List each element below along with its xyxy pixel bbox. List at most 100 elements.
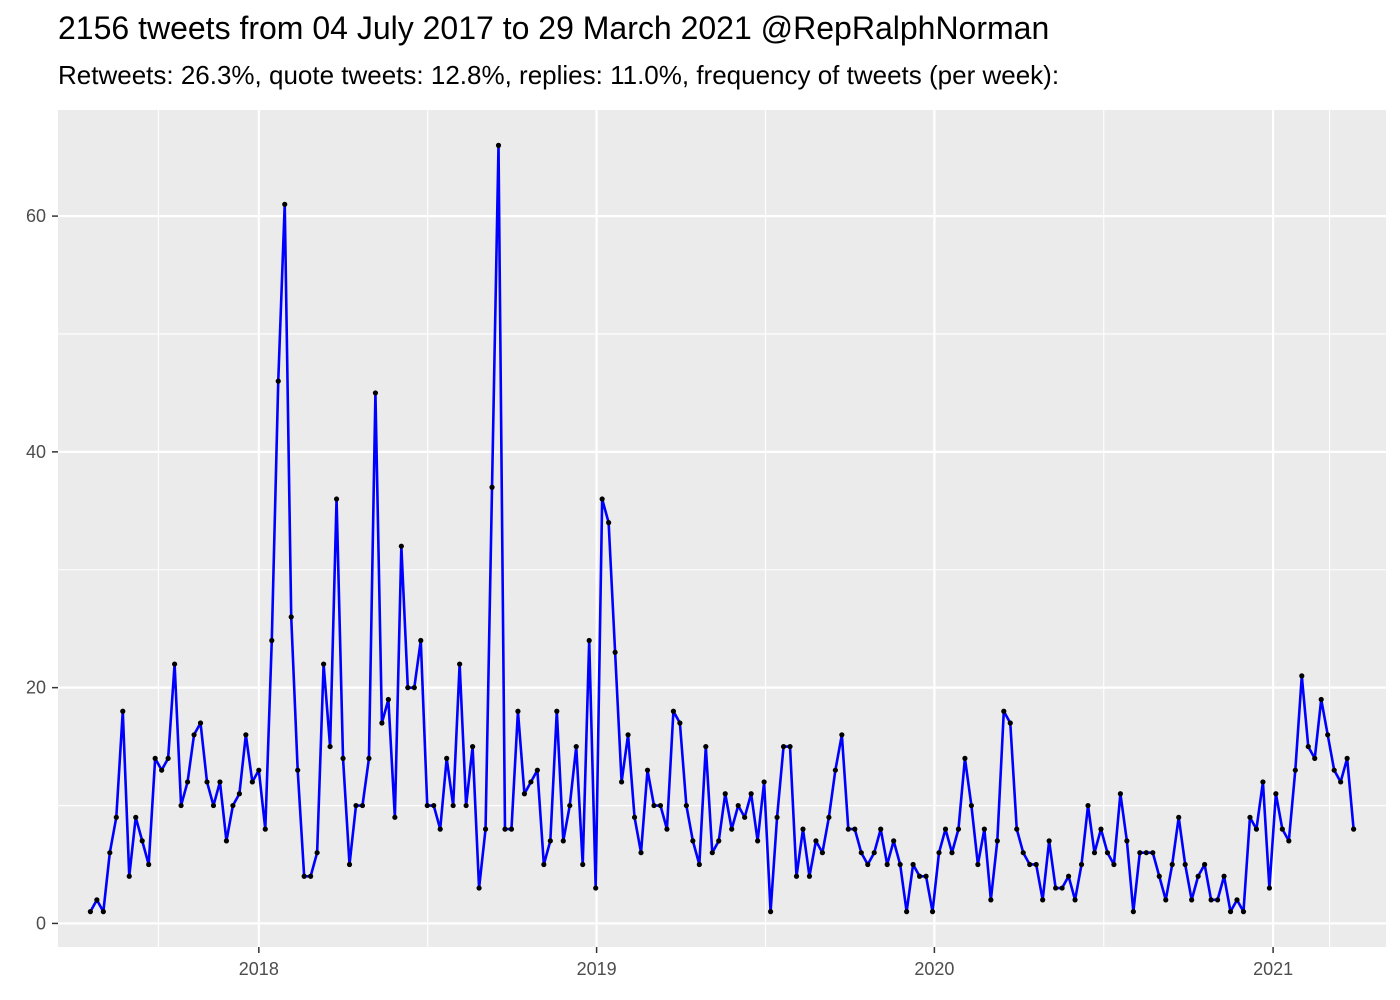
data-point: [1240, 909, 1247, 915]
data-point: [340, 755, 346, 761]
data-point: [1046, 838, 1052, 844]
y-tick-label: 0: [36, 913, 46, 933]
data-point: [813, 838, 819, 844]
data-point: [826, 814, 832, 820]
data-point: [631, 814, 638, 820]
data-point: [528, 779, 534, 785]
data-point: [210, 802, 217, 809]
data-point: [346, 861, 353, 868]
data-point: [625, 732, 631, 738]
data-point: [547, 838, 553, 844]
data-point: [1027, 861, 1033, 868]
data-point: [126, 873, 132, 879]
data-point: [1007, 720, 1013, 726]
data-point: [178, 802, 184, 809]
data-point: [1202, 861, 1208, 868]
data-point: [139, 838, 145, 844]
data-point: [586, 637, 592, 644]
data-point: [722, 791, 728, 797]
data-point: [1221, 873, 1227, 879]
data-point: [521, 791, 528, 797]
data-point: [1260, 779, 1266, 785]
x-tick-label: 2019: [577, 959, 617, 979]
data-point: [761, 779, 767, 785]
data-point: [580, 861, 586, 868]
data-point: [249, 779, 255, 785]
data-point: [1338, 779, 1344, 785]
data-point: [1253, 826, 1260, 832]
data-point: [1312, 755, 1318, 761]
data-point: [165, 755, 171, 761]
data-point: [1001, 708, 1007, 714]
data-point: [1318, 696, 1324, 703]
chart-subtitle: Retweets: 26.3%, quote tweets: 12.8%, re…: [58, 60, 1060, 90]
data-point: [910, 861, 916, 868]
data-point: [534, 767, 540, 773]
data-point: [1104, 850, 1111, 856]
data-point: [955, 826, 962, 832]
data-point: [1286, 838, 1292, 844]
data-point: [755, 838, 761, 844]
data-point: [321, 661, 327, 667]
data-point: [191, 732, 197, 738]
data-point: [1098, 826, 1104, 832]
x-tick-label: 2020: [914, 959, 954, 979]
data-point: [735, 802, 741, 809]
data-point: [405, 685, 411, 691]
data-point: [554, 708, 560, 714]
data-point: [308, 873, 314, 879]
data-point: [1014, 826, 1020, 832]
data-point: [1169, 861, 1175, 868]
series-line: [89, 144, 1355, 913]
data-point: [1091, 850, 1098, 856]
data-point: [1130, 909, 1136, 915]
data-point: [1344, 755, 1350, 761]
data-point: [366, 755, 372, 761]
data-point: [839, 732, 845, 738]
data-point: [1053, 885, 1059, 891]
data-point: [1325, 732, 1331, 738]
data-point: [774, 814, 780, 820]
data-point: [793, 873, 800, 879]
data-point: [94, 897, 100, 903]
data-point: [1065, 873, 1072, 879]
data-point: [1273, 791, 1279, 797]
data-point: [1040, 897, 1046, 903]
data-point: [372, 390, 379, 396]
data-point: [1292, 767, 1298, 773]
data-point: [159, 767, 165, 773]
data-point: [767, 909, 774, 915]
data-point: [929, 909, 936, 915]
data-point: [690, 838, 696, 844]
data-point: [904, 909, 910, 915]
data-point: [282, 201, 288, 207]
data-point: [709, 850, 715, 856]
data-point: [703, 743, 709, 750]
data-point: [780, 743, 787, 750]
data-point: [87, 909, 93, 915]
data-point: [787, 743, 793, 750]
data-point: [936, 850, 942, 856]
data-point: [1279, 826, 1285, 832]
data-point: [353, 802, 359, 809]
data-point: [729, 826, 735, 832]
data-point: [230, 802, 236, 809]
data-point: [975, 861, 981, 868]
data-point: [269, 637, 275, 644]
data-point: [204, 779, 210, 785]
data-point: [638, 850, 644, 856]
data-point: [923, 873, 929, 879]
data-point: [1214, 897, 1221, 903]
data-point: [1117, 791, 1123, 797]
data-point: [113, 814, 119, 820]
data-point: [981, 826, 987, 832]
data-point: [1195, 873, 1201, 879]
data-point: [502, 826, 508, 832]
data-point: [612, 649, 618, 655]
data-point: [120, 708, 126, 714]
data-point: [437, 826, 443, 832]
data-point: [832, 767, 838, 773]
data-point: [515, 708, 521, 714]
data-point: [683, 802, 689, 809]
plot-panel: [58, 110, 1386, 947]
